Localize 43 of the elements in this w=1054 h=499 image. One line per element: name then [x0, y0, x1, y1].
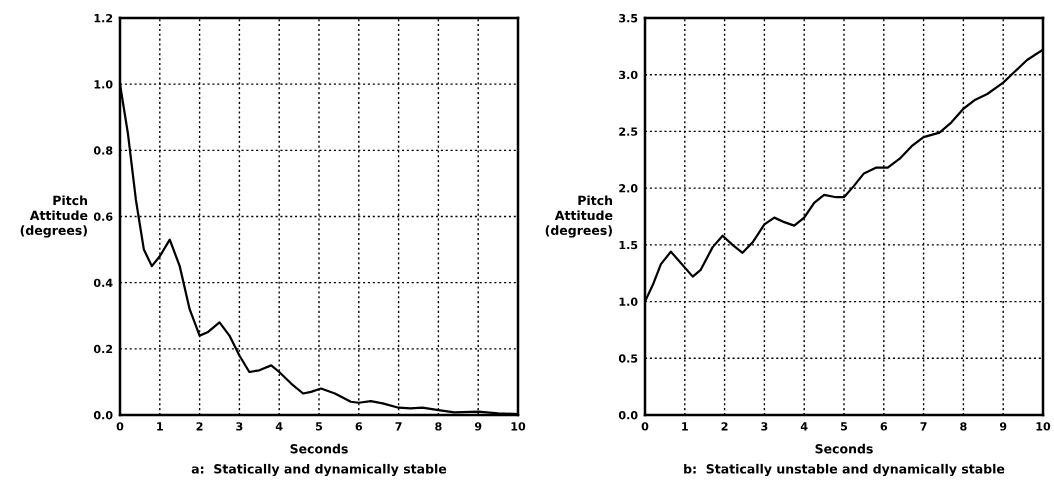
y-tick-label: 0.0 — [618, 410, 638, 420]
y-tick-label: 1.0 — [94, 80, 113, 89]
y-axis-title: Pitch Attitude (degrees) — [20, 195, 88, 238]
y-tick-label: 3.0 — [619, 70, 638, 80]
x-tick-label: 4 — [275, 422, 283, 431]
x-tick-label: 7 — [395, 422, 402, 431]
x-axis-title: Seconds — [815, 443, 873, 454]
y-tick-label: 1.0 — [619, 297, 638, 306]
y-tick-label: 1.5 — [619, 240, 638, 250]
x-tick-label: 0 — [116, 422, 124, 431]
x-tick-label: 10 — [1036, 422, 1051, 431]
x-tick-label: 2 — [196, 422, 203, 431]
x-tick-label: 10 — [511, 422, 526, 431]
x-tick-label: 3 — [236, 422, 243, 431]
x-tick-label: 9 — [999, 422, 1007, 431]
y-tick-label: 3.5 — [619, 13, 638, 23]
text: b: Statically unstable and dynamically stable — [684, 463, 1005, 477]
x-tick-label: 1 — [157, 422, 163, 431]
x-tick-label: 0 — [641, 422, 649, 431]
x-tick-label: 2 — [721, 422, 728, 431]
y-tick-label: 1.2 — [94, 13, 113, 23]
x-axis-title: Seconds — [290, 443, 348, 454]
y-tick-label: 0.4 — [93, 278, 113, 288]
x-tick-label: 1 — [682, 422, 688, 431]
y-tick-label: 0.2 — [93, 344, 113, 354]
x-tick-label: 6 — [355, 422, 363, 431]
x-tick-label: 8 — [435, 422, 442, 431]
x-tick-label: 7 — [920, 422, 927, 431]
y-tick-label: 0.8 — [93, 146, 113, 155]
y-tick-label: 2.0 — [619, 184, 638, 193]
y-tick-label: 0.5 — [618, 354, 638, 363]
x-tick-label: 6 — [880, 422, 888, 431]
x-tick-label: 4 — [800, 422, 808, 431]
x-tick-label: 5 — [315, 422, 323, 431]
x-tick-label: 5 — [840, 422, 848, 431]
y-tick-label: 0.6 — [93, 212, 113, 221]
x-tick-label: 3 — [761, 422, 768, 431]
text: a: Statically and dynamically stable — [191, 463, 447, 477]
y-axis-title: Pitch Attitude (degrees) — [545, 195, 613, 238]
y-tick-label: 2.5 — [619, 127, 638, 136]
x-tick-label: 9 — [474, 422, 482, 431]
y-tick-label: 0.0 — [93, 410, 113, 420]
x-tick-label: 8 — [960, 422, 967, 431]
